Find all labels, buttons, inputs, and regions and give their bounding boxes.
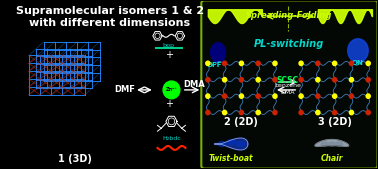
Circle shape — [349, 94, 353, 98]
Polygon shape — [315, 140, 349, 146]
Polygon shape — [214, 138, 248, 150]
Text: 1 (3D): 1 (3D) — [59, 154, 92, 164]
Text: DMF: DMF — [115, 85, 135, 94]
Circle shape — [239, 61, 243, 66]
Text: OFF: OFF — [207, 62, 222, 68]
Circle shape — [163, 81, 180, 99]
Circle shape — [273, 94, 277, 98]
Circle shape — [333, 94, 337, 98]
Circle shape — [366, 110, 370, 115]
Text: ON: ON — [352, 60, 364, 66]
Ellipse shape — [228, 140, 235, 144]
Circle shape — [349, 110, 353, 115]
Text: benzene: benzene — [274, 83, 302, 88]
Ellipse shape — [328, 142, 335, 146]
Circle shape — [316, 61, 320, 66]
Circle shape — [299, 61, 303, 66]
Circle shape — [316, 110, 320, 115]
Ellipse shape — [211, 43, 226, 62]
Circle shape — [349, 61, 353, 66]
Circle shape — [299, 78, 303, 82]
Circle shape — [333, 110, 337, 115]
Circle shape — [366, 94, 370, 98]
Circle shape — [256, 78, 260, 82]
Circle shape — [206, 110, 210, 115]
Circle shape — [366, 61, 370, 66]
Text: PL-switching: PL-switching — [254, 39, 324, 49]
Circle shape — [206, 94, 210, 98]
Circle shape — [256, 61, 260, 66]
Circle shape — [223, 110, 227, 115]
Text: Zn²⁺: Zn²⁺ — [166, 87, 177, 92]
Circle shape — [316, 94, 320, 98]
Circle shape — [223, 78, 227, 82]
Circle shape — [239, 78, 243, 82]
Text: Twist-boat: Twist-boat — [209, 154, 254, 163]
Circle shape — [316, 78, 320, 82]
Circle shape — [299, 110, 303, 115]
Circle shape — [239, 94, 243, 98]
Ellipse shape — [336, 142, 342, 146]
Text: 3 (2D): 3 (2D) — [318, 117, 352, 127]
Circle shape — [273, 110, 277, 115]
Text: bpp: bpp — [163, 43, 175, 48]
Circle shape — [333, 78, 337, 82]
Text: 2 (2D): 2 (2D) — [225, 117, 258, 127]
Text: Supramolecular isomers 1 & 2
with different dimensions: Supramolecular isomers 1 & 2 with differ… — [16, 6, 204, 28]
Circle shape — [223, 61, 227, 66]
Text: SCSC: SCSC — [277, 76, 299, 85]
Text: DMA: DMA — [281, 90, 295, 95]
FancyBboxPatch shape — [201, 0, 378, 169]
Text: Chair: Chair — [321, 154, 343, 163]
Circle shape — [349, 78, 353, 82]
Circle shape — [223, 94, 227, 98]
Text: +: + — [165, 99, 173, 109]
Circle shape — [256, 110, 260, 115]
Circle shape — [206, 61, 210, 66]
Circle shape — [256, 94, 260, 98]
Ellipse shape — [321, 142, 328, 146]
Circle shape — [299, 94, 303, 98]
Text: +: + — [165, 51, 173, 61]
Text: Spreading-Folding: Spreading-Folding — [246, 11, 332, 20]
Circle shape — [273, 78, 277, 82]
Ellipse shape — [218, 142, 226, 147]
Circle shape — [366, 78, 370, 82]
Text: H₂bdc: H₂bdc — [162, 136, 181, 141]
Circle shape — [333, 61, 337, 66]
Circle shape — [239, 110, 243, 115]
Circle shape — [206, 78, 210, 82]
Ellipse shape — [348, 39, 368, 62]
Circle shape — [273, 61, 277, 66]
Text: DMA: DMA — [183, 79, 205, 89]
Ellipse shape — [237, 142, 244, 147]
